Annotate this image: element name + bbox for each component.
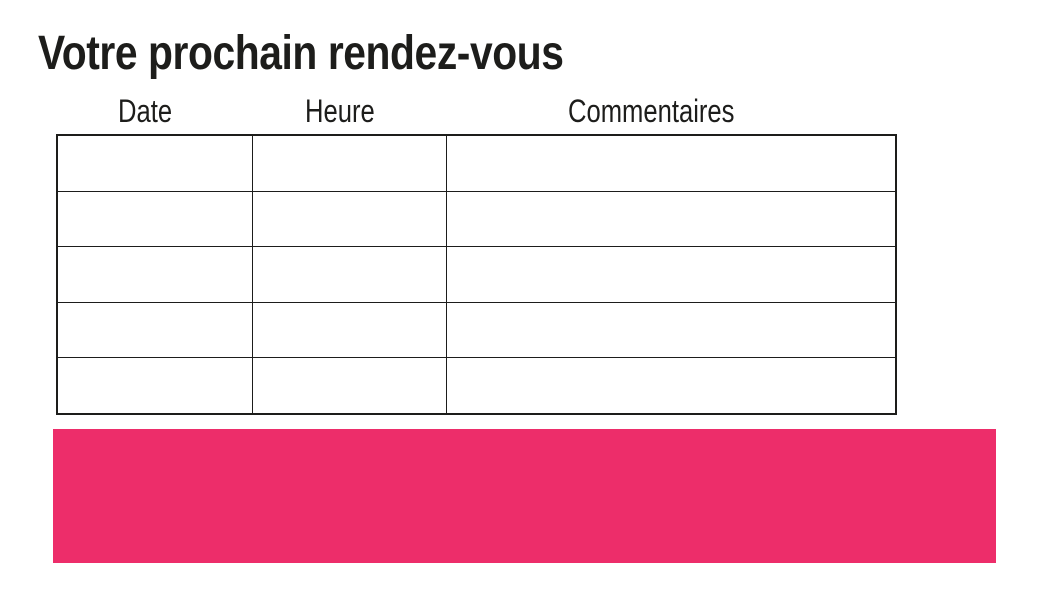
appointments-table [56, 134, 897, 415]
column-header-date: Date [118, 93, 173, 129]
table-row [56, 357, 897, 415]
cell-date [56, 190, 253, 248]
cell-commentaires [445, 246, 897, 303]
table-row [56, 246, 897, 303]
column-header-commentaires: Commentaires [568, 93, 735, 129]
table-row [56, 190, 897, 248]
cell-date [56, 246, 253, 303]
cell-heure [251, 134, 447, 192]
cell-commentaires [445, 190, 897, 248]
cell-commentaires [445, 301, 897, 359]
cell-date [56, 134, 253, 192]
accent-banner [53, 429, 996, 563]
table-row [56, 134, 897, 192]
column-header-heure: Heure [305, 93, 375, 129]
page-title: Votre prochain rendez-vous [38, 27, 564, 80]
cell-heure [251, 246, 447, 303]
cell-commentaires [445, 357, 897, 415]
cell-heure [251, 357, 447, 415]
cell-commentaires [445, 134, 897, 192]
cell-date [56, 357, 253, 415]
table-row [56, 301, 897, 359]
cell-date [56, 301, 253, 359]
cell-heure [251, 190, 447, 248]
cell-heure [251, 301, 447, 359]
